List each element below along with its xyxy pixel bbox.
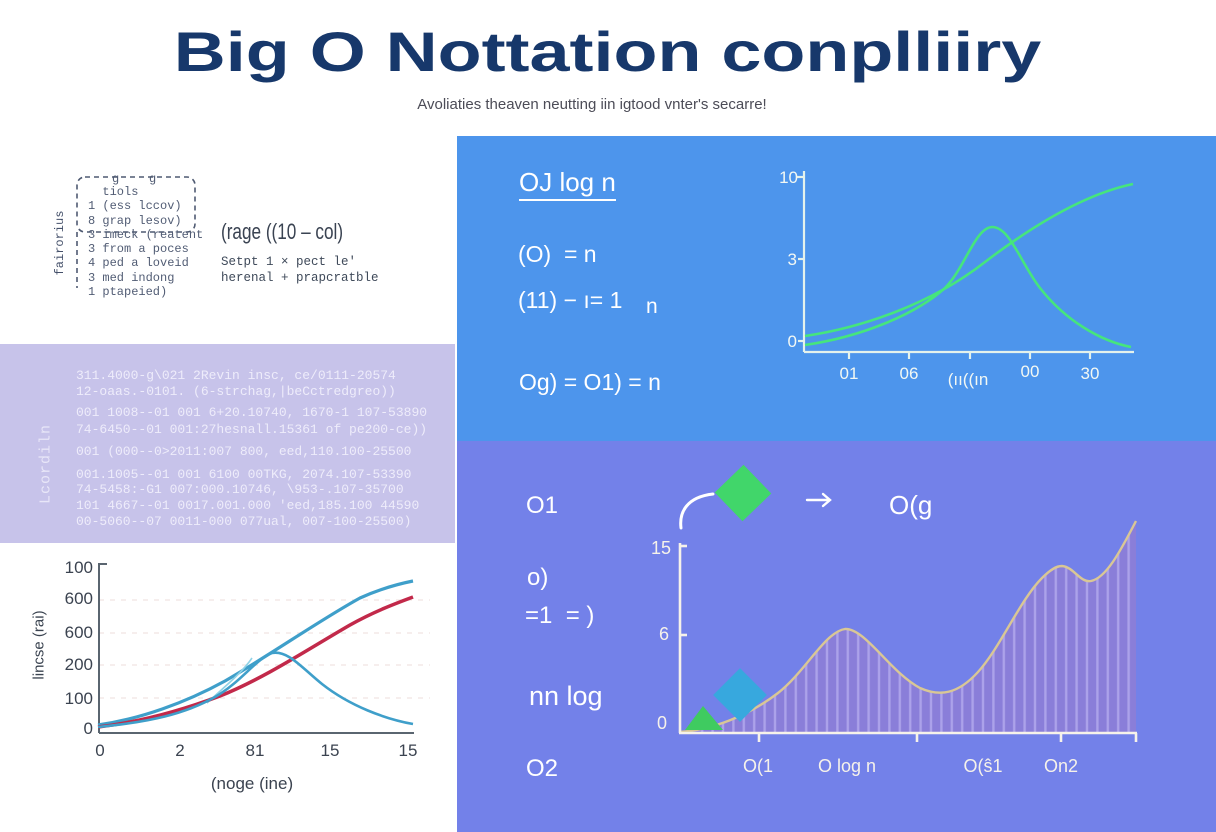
svg-text:00: 00 <box>1021 362 1040 381</box>
svg-text:O(ŝ1: O(ŝ1 <box>963 756 1002 776</box>
svg-text:81: 81 <box>246 741 265 760</box>
svg-text:0: 0 <box>84 719 93 738</box>
svg-text:100: 100 <box>65 558 93 577</box>
svg-text:0: 0 <box>788 332 797 351</box>
svg-text:10: 10 <box>779 168 798 187</box>
svg-text:30: 30 <box>1081 364 1100 383</box>
svg-text:3: 3 <box>788 250 797 269</box>
svg-text:On2: On2 <box>1044 756 1078 776</box>
svg-text:06: 06 <box>900 364 919 383</box>
svg-text:O log n: O log n <box>818 756 876 776</box>
svg-text:01: 01 <box>840 364 859 383</box>
svg-text:0: 0 <box>657 713 667 733</box>
svg-text:g: g <box>112 172 119 186</box>
svg-text:600: 600 <box>65 589 93 608</box>
svg-text:6: 6 <box>659 624 669 644</box>
svg-text:15: 15 <box>399 741 418 760</box>
svg-text:15: 15 <box>321 741 340 760</box>
svg-text:(noge (ine): (noge (ine) <box>211 774 293 793</box>
svg-text:100: 100 <box>65 689 93 708</box>
svg-text:600: 600 <box>65 623 93 642</box>
svg-text:2: 2 <box>175 741 184 760</box>
svg-text:O(1: O(1 <box>743 756 773 776</box>
svg-text:200: 200 <box>65 655 93 674</box>
svg-text:0: 0 <box>95 741 104 760</box>
svg-text:(ıı((ın: (ıı((ın <box>948 370 989 389</box>
svg-text:g: g <box>149 172 156 186</box>
svg-text:15: 15 <box>651 538 671 558</box>
